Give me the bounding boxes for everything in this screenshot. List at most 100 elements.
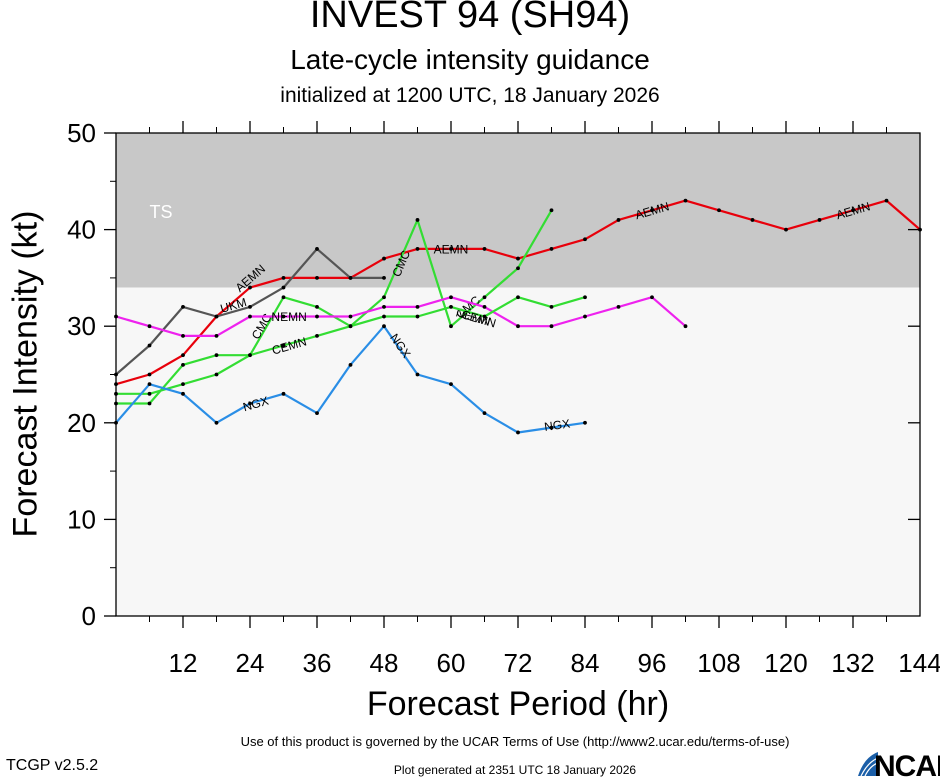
data-point bbox=[181, 304, 185, 309]
y-tick-label: 40 bbox=[67, 215, 96, 245]
intensity-band-0 bbox=[116, 133, 920, 288]
data-point bbox=[382, 256, 386, 261]
data-point bbox=[415, 304, 420, 309]
data-point bbox=[114, 382, 118, 387]
data-point bbox=[181, 362, 185, 367]
data-point bbox=[248, 401, 252, 406]
data-point bbox=[281, 276, 286, 280]
data-point bbox=[549, 304, 554, 309]
data-point bbox=[315, 247, 319, 251]
data-point bbox=[482, 247, 487, 251]
data-point bbox=[114, 401, 118, 406]
series-label: AEMN bbox=[434, 242, 469, 256]
x-tick-label: 96 bbox=[638, 648, 667, 678]
data-point bbox=[616, 218, 621, 222]
data-point bbox=[415, 218, 420, 222]
y-tick-label: 10 bbox=[67, 504, 96, 534]
x-tick-label: 36 bbox=[303, 648, 332, 678]
data-point bbox=[382, 324, 386, 329]
data-point bbox=[549, 247, 554, 251]
data-point bbox=[449, 304, 453, 309]
data-point bbox=[248, 285, 252, 290]
data-point bbox=[147, 343, 152, 348]
data-point bbox=[214, 420, 219, 425]
data-point bbox=[717, 208, 721, 213]
data-point bbox=[884, 198, 889, 203]
y-tick-label: 0 bbox=[82, 601, 96, 631]
x-tick-label: 24 bbox=[236, 648, 265, 678]
y-tick-label: 20 bbox=[67, 408, 96, 438]
data-point bbox=[784, 227, 788, 232]
data-point bbox=[348, 314, 353, 319]
data-point bbox=[315, 333, 319, 338]
x-tick-label: 72 bbox=[504, 648, 533, 678]
data-point bbox=[482, 411, 487, 416]
data-point bbox=[415, 372, 420, 377]
data-point bbox=[281, 391, 286, 396]
chart-title: INVEST 94 (SH94) bbox=[309, 0, 631, 36]
data-point bbox=[918, 227, 922, 232]
data-point bbox=[817, 218, 822, 222]
data-point bbox=[181, 382, 185, 387]
data-point bbox=[181, 353, 185, 358]
data-point bbox=[516, 324, 520, 329]
data-point bbox=[114, 391, 118, 396]
data-point bbox=[449, 247, 453, 251]
data-point bbox=[214, 353, 219, 358]
data-point bbox=[683, 198, 688, 203]
data-point bbox=[449, 295, 453, 300]
data-point bbox=[549, 324, 554, 329]
generated-time: Plot generated at 2351 UTC 18 January 20… bbox=[393, 763, 637, 777]
data-point bbox=[114, 314, 118, 319]
series-label-group: AEMN bbox=[434, 242, 469, 256]
data-point bbox=[147, 391, 152, 396]
data-point bbox=[449, 324, 453, 329]
data-point bbox=[147, 382, 152, 387]
data-point bbox=[415, 247, 420, 251]
data-point bbox=[348, 362, 353, 367]
series-label-group: NEMN bbox=[271, 310, 306, 324]
data-point bbox=[549, 208, 554, 213]
series-label: NEMN bbox=[271, 310, 306, 324]
data-point bbox=[315, 304, 319, 309]
y-axis-label: Forecast Intensity (kt) bbox=[6, 210, 45, 538]
series-ukm: UKM bbox=[114, 247, 386, 377]
data-point bbox=[214, 314, 219, 319]
data-point bbox=[214, 372, 219, 377]
data-point bbox=[482, 295, 487, 300]
data-point bbox=[147, 372, 152, 377]
data-point bbox=[248, 304, 252, 309]
data-point bbox=[181, 333, 185, 338]
ncar-logo-icon bbox=[858, 752, 878, 776]
series-label-group: NGX bbox=[241, 394, 270, 415]
data-point bbox=[315, 276, 319, 280]
data-point bbox=[281, 314, 286, 319]
data-point bbox=[214, 333, 219, 338]
x-tick-label: 144 bbox=[898, 648, 940, 678]
data-point bbox=[382, 276, 386, 280]
data-point bbox=[281, 285, 286, 290]
data-point bbox=[583, 237, 587, 242]
data-point bbox=[382, 295, 386, 300]
series-label: NGX bbox=[241, 394, 270, 415]
version-label: TCGP v2.5.2 bbox=[6, 757, 99, 774]
y-tick-label: 30 bbox=[67, 311, 96, 341]
y-tick-label: 50 bbox=[67, 118, 96, 148]
data-point bbox=[348, 276, 353, 280]
data-point bbox=[382, 314, 386, 319]
terms-of-use: Use of this product is governed by the U… bbox=[240, 734, 790, 749]
series-label: NGX bbox=[543, 416, 571, 434]
data-point bbox=[281, 343, 286, 348]
data-point bbox=[315, 314, 319, 319]
x-axis-label: Forecast Period (hr) bbox=[366, 685, 670, 723]
data-point bbox=[516, 430, 520, 435]
data-point bbox=[583, 295, 587, 300]
band-label: TS bbox=[149, 202, 172, 222]
data-point bbox=[147, 401, 152, 406]
data-point bbox=[348, 324, 353, 329]
data-point bbox=[449, 382, 453, 387]
data-point bbox=[851, 208, 855, 213]
x-tick-label: 132 bbox=[831, 648, 874, 678]
data-point bbox=[482, 304, 487, 309]
